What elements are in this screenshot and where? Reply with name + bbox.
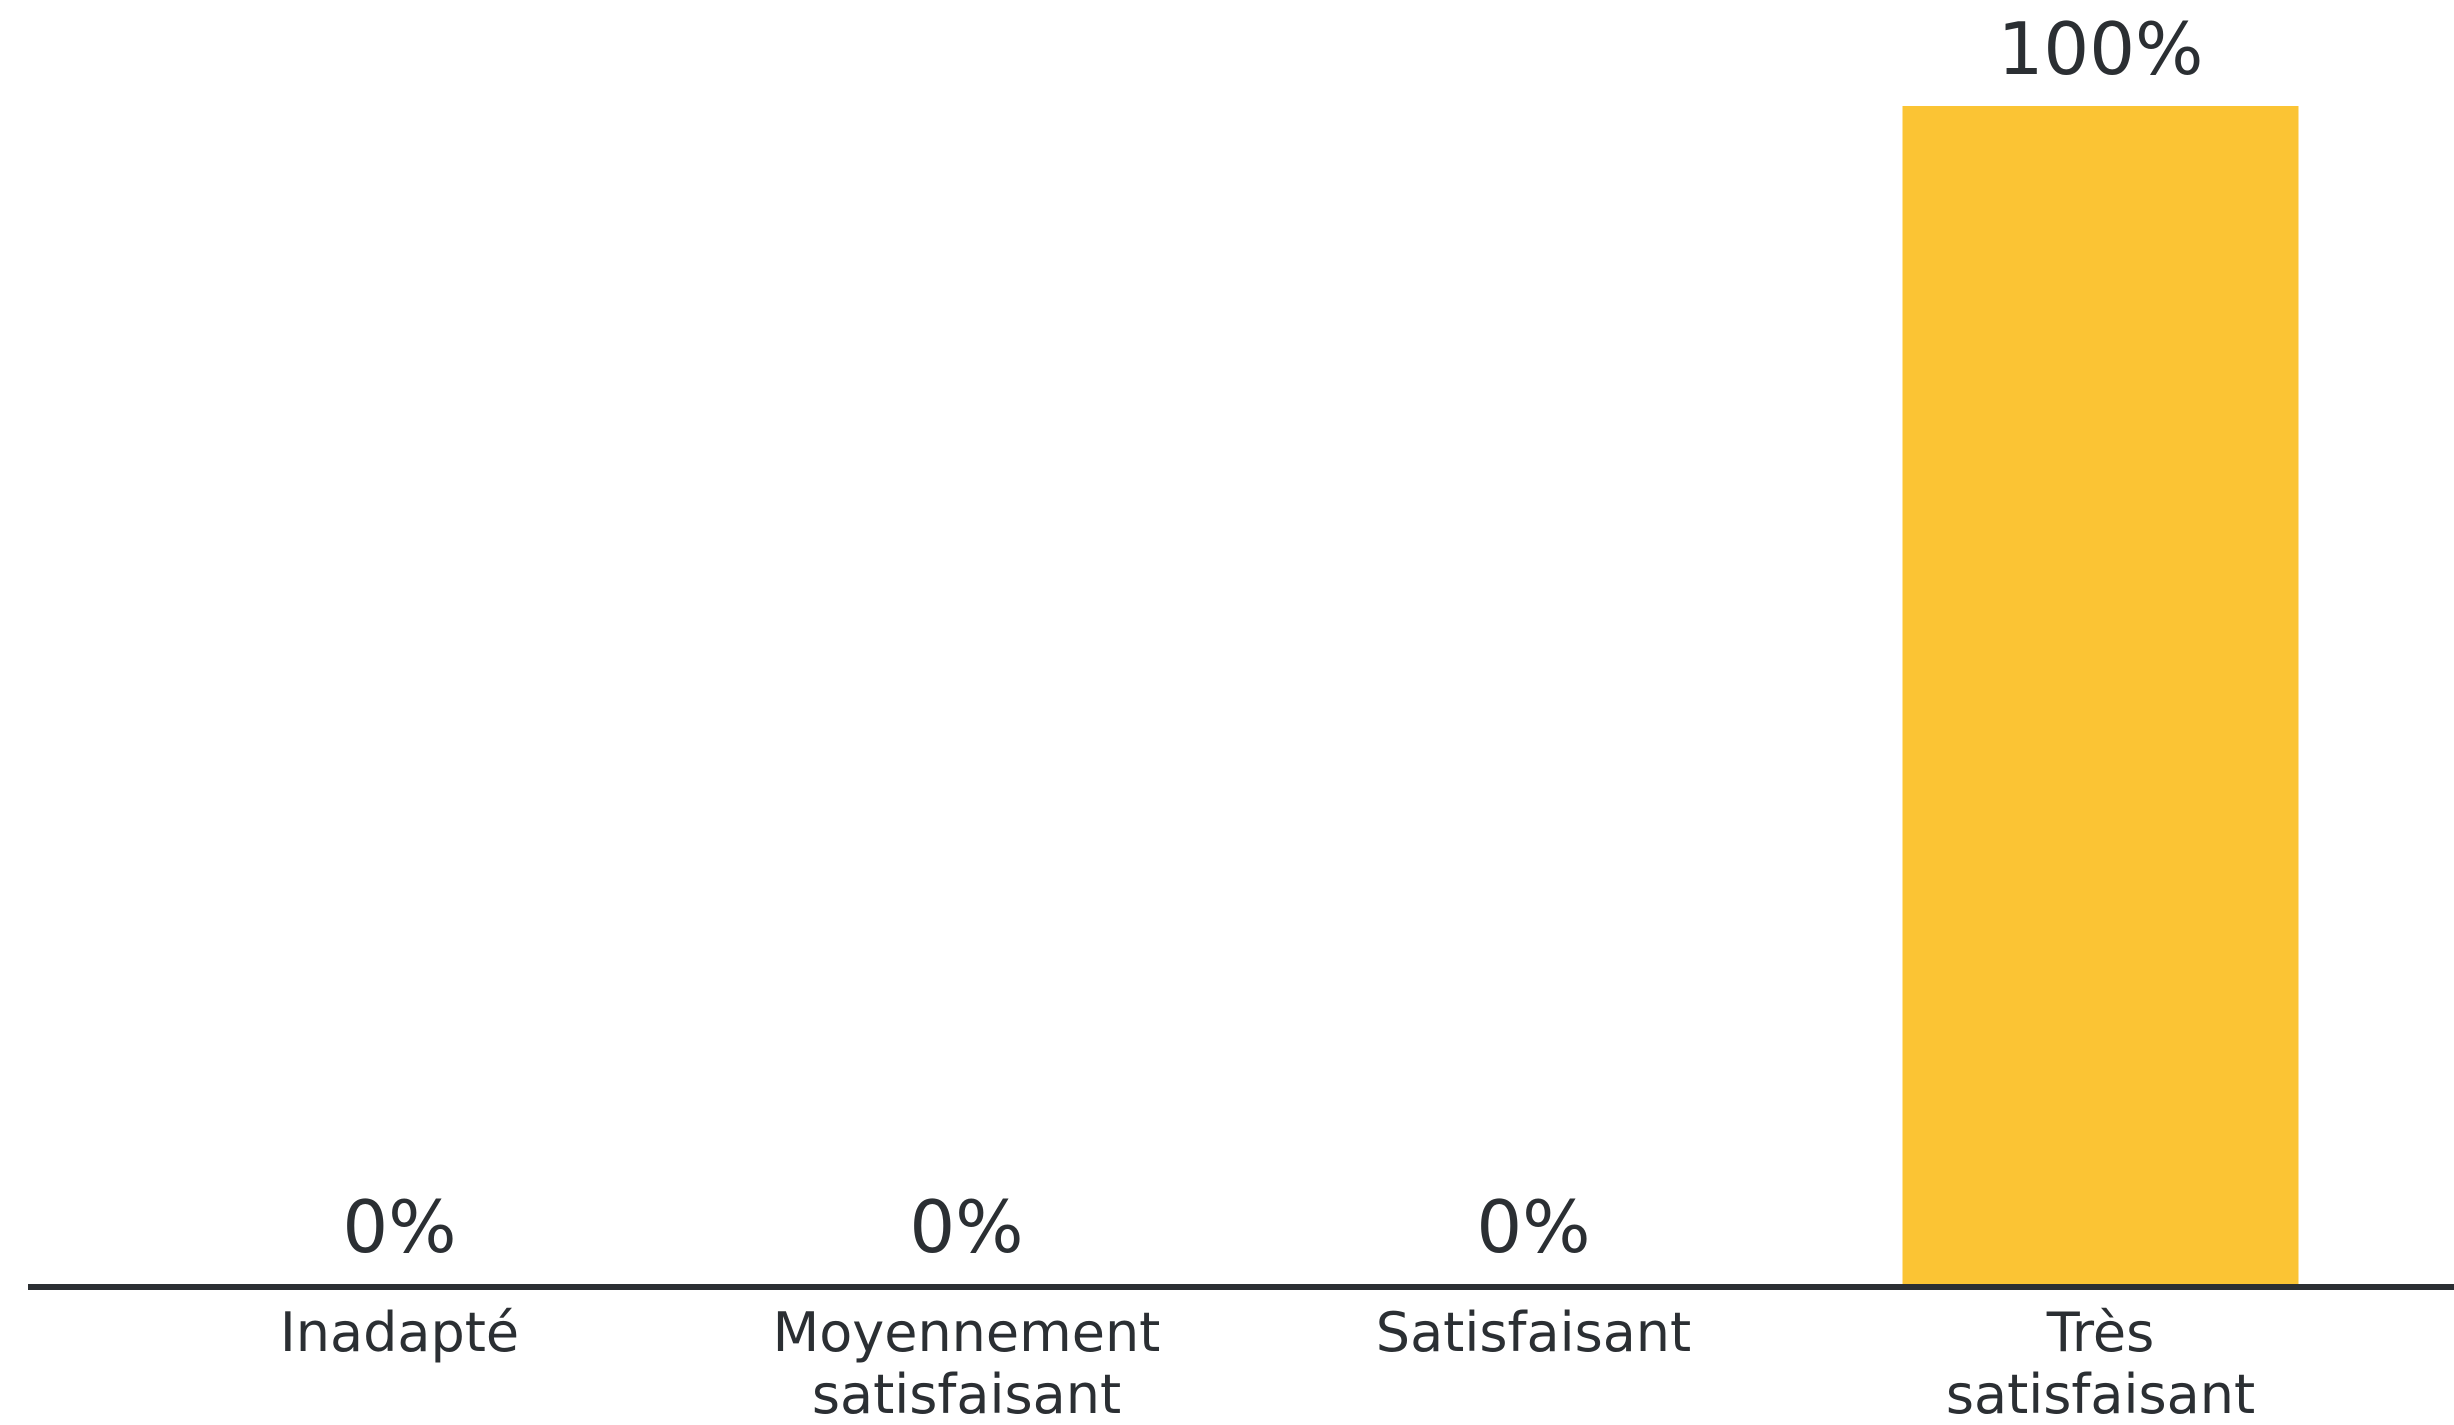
x-tick-label: Inadapté <box>279 1301 520 1364</box>
value-label: 0% <box>1476 1185 1590 1269</box>
x-tick-label: Très satisfaisant <box>1945 1301 2256 1425</box>
value-label: 0% <box>909 1185 1023 1269</box>
value-label: 100% <box>1998 7 2204 91</box>
value-label: 0% <box>342 1185 456 1269</box>
x-tick-label: Satisfaisant <box>1375 1301 1692 1364</box>
x-tick-label: Moyennement satisfaisant <box>772 1301 1161 1425</box>
bar <box>1902 106 2299 1284</box>
